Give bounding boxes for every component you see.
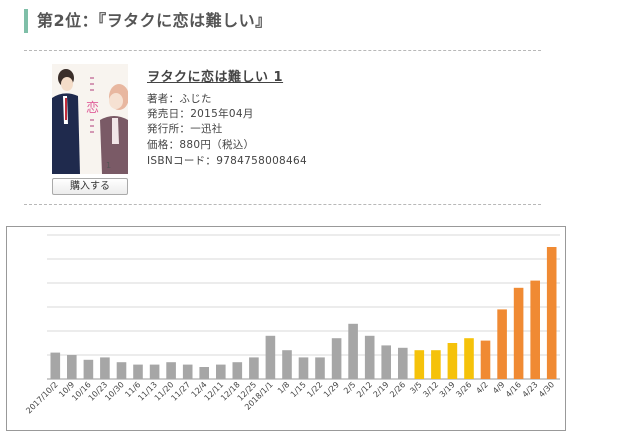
x-tick-label: 3/26 [454, 380, 473, 399]
chart-bar [364, 335, 375, 379]
divider-bottom [24, 204, 541, 205]
chart-bar [166, 362, 176, 379]
chart-bar [83, 359, 94, 379]
book-price: 価格：880円（税込） [147, 139, 255, 151]
svg-text:1: 1 [106, 161, 111, 170]
chart-bar [480, 340, 491, 379]
book-cover-image[interactable]: 恋 1 [52, 64, 128, 174]
chart-bar [331, 338, 342, 379]
x-tick-label: 2/26 [388, 380, 407, 399]
chart-bar [182, 364, 193, 379]
chart-bar [199, 367, 209, 379]
book-title-link[interactable]: ヲタクに恋は難しい 1 [147, 70, 284, 85]
chart-bar [546, 247, 557, 379]
chart-bar [265, 335, 276, 379]
x-tick-label: 1/22 [305, 380, 324, 399]
chart-bar [116, 362, 127, 379]
book-release-date: 発売日：2015年04月 [147, 108, 254, 120]
chart-bar [464, 338, 474, 379]
sales-chart-svg: 2017/10/210/910/1610/2310/3011/611/1311/… [24, 234, 560, 415]
chart-bar [513, 287, 524, 379]
ranking-heading: 第2位：『ヲタクに恋は難しい』 [24, 9, 272, 33]
chart-bar [348, 323, 358, 379]
chart-bar [530, 280, 540, 379]
chart-bar [381, 345, 391, 379]
sales-chart: 2017/10/2 10/9 10/16 10/23 10/30 11/6 11/13 11/… [6, 226, 566, 431]
x-tick-label: 2/19 [372, 380, 391, 399]
chart-bar [100, 357, 110, 379]
chart-bar [133, 364, 143, 379]
x-tick-label: 4/30 [537, 380, 556, 399]
x-tick-label: 4/2 [474, 380, 489, 395]
chart-bar [398, 347, 408, 379]
chart-bar [67, 355, 77, 379]
svg-text:恋: 恋 [86, 100, 99, 116]
x-tick-label: 1/15 [289, 380, 308, 399]
buy-button[interactable]: 購入する [52, 178, 128, 195]
chart-bar [232, 362, 243, 379]
x-tick-label: 1/29 [322, 380, 341, 399]
chart-bar [249, 357, 259, 379]
book-isbn: ISBNコード：9784758008464 [147, 155, 307, 167]
x-tick-label: 2/12 [355, 380, 374, 399]
book-publisher: 発行所：一迅社 [147, 123, 223, 135]
x-tick-label: 10/30 [103, 380, 126, 403]
chart-bar [431, 350, 441, 379]
chart-bar [50, 352, 61, 379]
divider-top [24, 50, 541, 51]
chart-bar [497, 309, 507, 379]
x-tick-label: 3/19 [438, 380, 457, 399]
chart-bar [216, 364, 226, 379]
chart-bar [414, 350, 425, 379]
x-tick-label: 4/23 [521, 380, 540, 399]
x-tick-label: 3/12 [421, 380, 440, 399]
x-tick-label: 2017/10/2 [24, 380, 59, 415]
chart-bar [447, 343, 458, 379]
x-tick-label: 4/16 [504, 380, 523, 399]
book-author: 著者：ふじた [147, 93, 212, 105]
chart-bar [149, 364, 160, 379]
chart-bar [315, 357, 325, 379]
x-tick-label: 11/27 [169, 380, 192, 403]
chart-bar [282, 350, 292, 379]
chart-bar [298, 357, 309, 379]
